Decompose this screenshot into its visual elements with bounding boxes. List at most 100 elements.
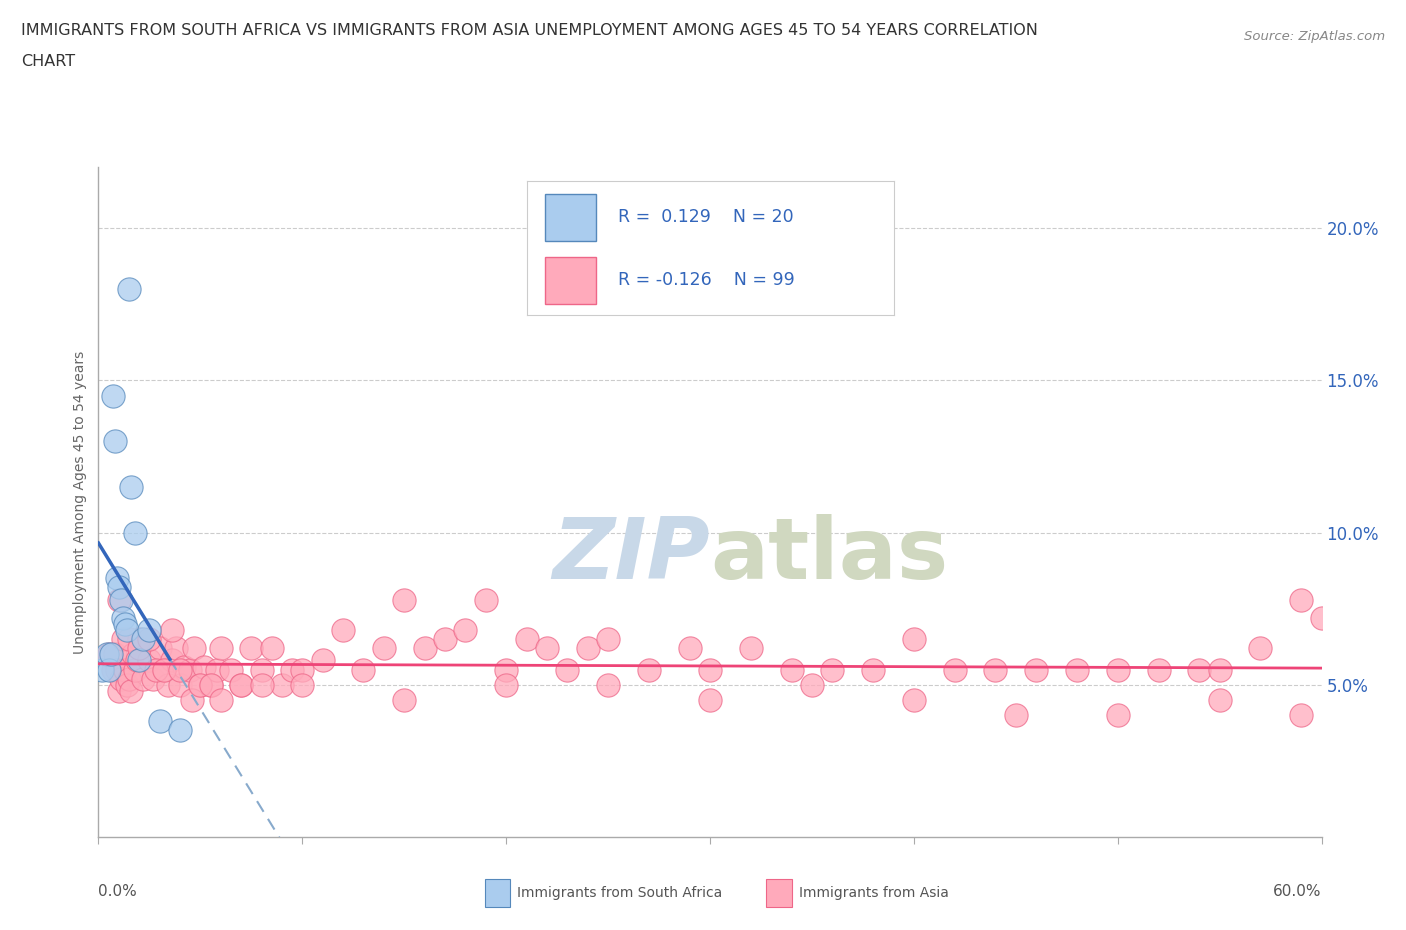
- Point: [118, 631, 141, 646]
- Text: Immigrants from South Africa: Immigrants from South Africa: [517, 885, 723, 900]
- Point: [495, 677, 517, 692]
- Point: [165, 641, 187, 656]
- Point: [122, 647, 145, 662]
- Point: [392, 693, 416, 708]
- Point: [110, 592, 132, 607]
- Point: [156, 677, 179, 692]
- Point: [413, 641, 436, 656]
- Point: [699, 662, 721, 677]
- Point: [108, 580, 131, 595]
- Point: [240, 641, 263, 656]
- Point: [260, 641, 283, 656]
- Point: [128, 641, 150, 656]
- Point: [179, 662, 201, 677]
- Text: atlas: atlas: [710, 514, 948, 597]
- Point: [1188, 662, 1211, 677]
- Point: [104, 647, 127, 662]
- Point: [576, 641, 599, 656]
- Point: [169, 677, 191, 692]
- Point: [200, 677, 222, 692]
- Text: ZIP: ZIP: [553, 514, 710, 597]
- Point: [105, 662, 128, 677]
- Point: [114, 662, 136, 677]
- Point: [110, 671, 132, 686]
- Point: [127, 653, 149, 668]
- Point: [679, 641, 702, 656]
- Point: [209, 641, 232, 656]
- Point: [114, 617, 136, 631]
- Point: [1209, 662, 1232, 677]
- Point: [124, 525, 146, 540]
- Point: [1107, 662, 1129, 677]
- Point: [984, 662, 1007, 677]
- Point: [1147, 662, 1170, 677]
- Point: [101, 662, 124, 677]
- Point: [169, 723, 191, 737]
- Point: [188, 677, 212, 692]
- Point: [200, 677, 222, 692]
- Point: [557, 662, 579, 677]
- Point: [108, 592, 131, 607]
- Point: [231, 677, 253, 692]
- Point: [100, 647, 122, 662]
- Point: [160, 653, 183, 668]
- Point: [105, 571, 128, 586]
- Point: [219, 662, 242, 677]
- Point: [1249, 641, 1271, 656]
- Point: [152, 662, 174, 677]
- Point: [152, 662, 174, 677]
- Point: [181, 693, 204, 708]
- Point: [132, 671, 155, 686]
- Point: [149, 641, 172, 656]
- Point: [149, 714, 172, 729]
- Point: [780, 662, 803, 677]
- Point: [352, 662, 374, 677]
- Point: [862, 662, 884, 677]
- Point: [699, 693, 721, 708]
- Point: [312, 653, 335, 668]
- Point: [115, 622, 138, 637]
- Point: [120, 480, 142, 495]
- Point: [1066, 662, 1088, 677]
- Point: [801, 677, 824, 692]
- Point: [373, 641, 395, 656]
- Point: [1310, 610, 1333, 625]
- Point: [111, 631, 134, 646]
- Point: [392, 592, 416, 607]
- Point: [231, 677, 253, 692]
- Point: [434, 631, 457, 646]
- Point: [118, 671, 141, 686]
- Point: [138, 622, 160, 637]
- Point: [638, 662, 661, 677]
- Point: [903, 631, 925, 646]
- Point: [1025, 662, 1047, 677]
- Point: [108, 684, 131, 698]
- Point: [128, 631, 150, 646]
- Text: 0.0%: 0.0%: [98, 884, 138, 899]
- Point: [96, 647, 118, 662]
- Point: [1209, 693, 1232, 708]
- Point: [118, 282, 141, 297]
- Point: [1291, 592, 1313, 607]
- Point: [740, 641, 762, 656]
- Point: [111, 610, 134, 625]
- Point: [943, 662, 966, 677]
- Text: 60.0%: 60.0%: [1274, 884, 1322, 899]
- Point: [188, 677, 212, 692]
- Point: [1107, 708, 1129, 723]
- Point: [132, 631, 155, 646]
- Point: [250, 677, 273, 692]
- Point: [454, 622, 477, 637]
- Point: [209, 693, 232, 708]
- Point: [104, 434, 127, 449]
- Text: Source: ZipAtlas.com: Source: ZipAtlas.com: [1244, 30, 1385, 43]
- Point: [332, 622, 354, 637]
- Point: [250, 662, 273, 677]
- Point: [160, 622, 183, 637]
- Point: [138, 653, 160, 668]
- Point: [598, 631, 620, 646]
- Text: Immigrants from Asia: Immigrants from Asia: [799, 885, 949, 900]
- Point: [138, 631, 160, 646]
- Point: [281, 662, 304, 677]
- Point: [270, 677, 294, 692]
